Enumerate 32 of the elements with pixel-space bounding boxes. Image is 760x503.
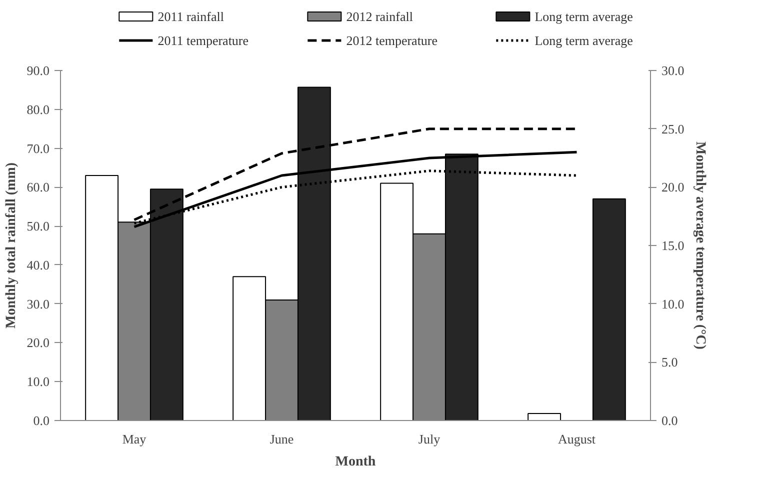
y-tick-label: 10.0	[26, 374, 50, 390]
y-tick-label: 80.0	[26, 102, 50, 117]
y2-tick-label: 15.0	[662, 238, 684, 253]
y-tick-label: 90.0	[26, 63, 50, 78]
y-tick-label: 60.0	[26, 180, 50, 195]
legend-label: 2011 rainfall	[158, 9, 224, 24]
y2-tick-label: 25.0	[662, 121, 684, 136]
y-tick-label: 20.0	[26, 335, 50, 350]
y-axis-title: Monthly total rainfall (mm)	[4, 162, 19, 329]
legend-label: 2012 temperature	[346, 33, 438, 48]
y-tick-label: 50.0	[26, 218, 50, 234]
x-tick-label: May	[122, 432, 147, 446]
x-tick-label: June	[270, 432, 294, 446]
legend-label: Long term average	[534, 9, 634, 24]
bar	[592, 198, 626, 420]
x-tick-label: July	[418, 432, 441, 446]
y2-axis-title: Monthly average temperature (°C)	[692, 142, 708, 350]
y-tick-label: 30.0	[26, 296, 50, 312]
y-tick-label: 70.0	[26, 140, 50, 156]
legend-label: 2011 temperature	[158, 33, 249, 48]
y2-tick-label: 30.0	[662, 63, 684, 78]
legend-label: 2012 rainfall	[346, 9, 414, 24]
bar	[528, 413, 562, 420]
y2-tick-label: 0.0	[662, 413, 678, 428]
legend-label: Long term average	[534, 33, 634, 48]
y2-tick-label: 10.0	[662, 296, 684, 312]
x-axis-title: Month	[335, 454, 376, 470]
y-tick-label: 40.0	[26, 257, 50, 272]
y-tick-label: 0.0	[33, 413, 50, 428]
y2-tick-label: 5.0	[662, 354, 678, 370]
y2-tick-label: 20.0	[662, 180, 684, 195]
x-tick-label: August	[558, 432, 596, 446]
